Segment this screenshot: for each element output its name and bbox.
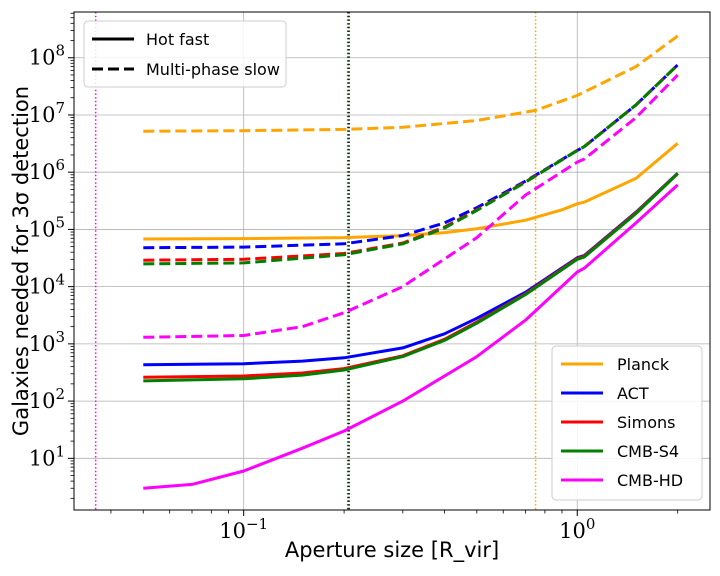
series-line-cmb-hd-multiphase-slow [143,73,679,339]
experiment-legend-label: ACT [617,384,649,403]
experiment-legend-box [551,345,703,501]
y-tick-label: 103 [29,328,65,356]
y-tick-label: 107 [29,99,65,127]
y-tick-label: 108 [29,42,65,70]
style-legend: Hot fast Multi-phase slow [83,20,287,88]
series-lines [143,34,679,490]
experiment-legend: Planck ACT Simons CMB-S4 CMB-HD [551,345,703,501]
style-legend-label: Hot fast [146,30,209,49]
y-tick-label: 105 [29,213,65,241]
y-axis-label: Galaxies needed for 3σ detection [9,86,33,436]
experiment-legend-label: Planck [617,355,670,374]
series-line-cmb-s4-multiphase-slow [143,63,679,266]
experiment-legend-label: Simons [617,413,675,432]
x-tick-label: 100 [559,515,595,543]
series-line-planck-hot-fast [143,142,679,241]
series-line-planck-multiphase-slow [143,34,679,133]
series-line-cmb-s4-hot-fast [143,172,679,383]
x-tick-label: 10−1 [219,515,268,543]
x-axis-label: Aperture size [R_vir] [285,538,499,563]
y-tick-label: 102 [29,385,65,413]
style-legend-box [83,20,287,88]
experiment-legend-label: CMB-S4 [617,442,679,461]
plot-frame [73,11,711,511]
y-tick-label: 106 [29,156,65,184]
style-legend-label: Multi-phase slow [146,60,280,79]
series-line-cmb-hd-hot-fast [143,183,679,490]
experiment-legend-label: CMB-HD [617,471,683,490]
y-tick-label: 101 [29,442,65,470]
axis-ticks: 10−1 100 101 102 103 104 105 106 107 108 [29,12,679,543]
y-tick-label: 104 [29,271,65,299]
